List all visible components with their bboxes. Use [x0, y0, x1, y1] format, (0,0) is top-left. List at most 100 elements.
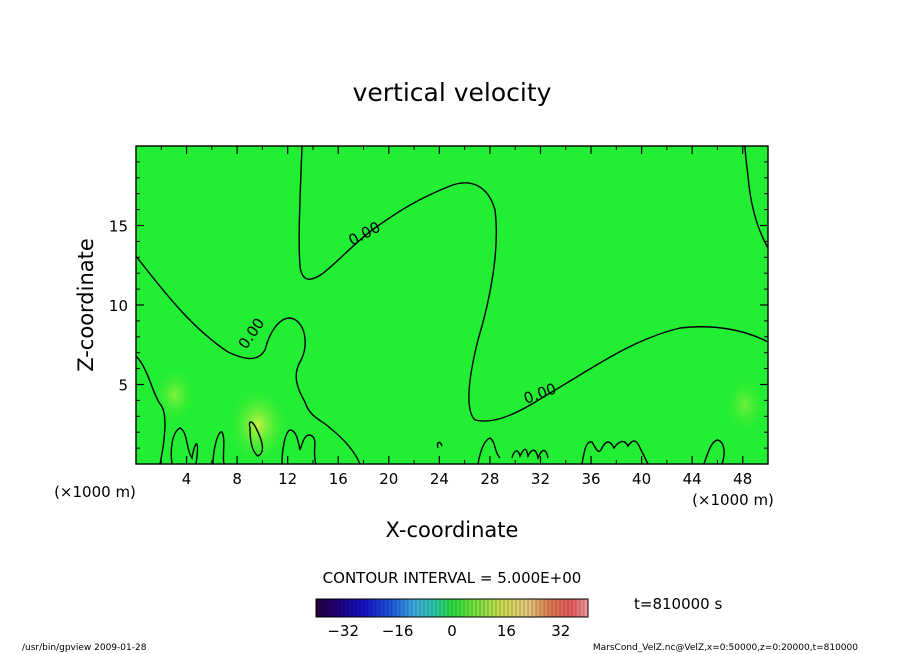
- x-tick-label: 32: [531, 470, 550, 488]
- colorbar-bin: [436, 599, 441, 617]
- colorbar-bin: [508, 599, 513, 617]
- footer-left: /usr/bin/gpview 2009-01-28: [22, 643, 147, 653]
- colorbar-bin: [388, 599, 393, 617]
- colorbar-bin: [492, 599, 497, 617]
- colorbar-tick-label: −32: [327, 622, 359, 640]
- x-tick-label: 16: [329, 470, 348, 488]
- colorbar-bin: [528, 599, 533, 617]
- colorbar-tick-label: 16: [497, 622, 516, 640]
- colorbar-bin: [536, 599, 541, 617]
- colorbar-bin: [336, 599, 341, 617]
- contour-line: [511, 448, 549, 461]
- colorbar-bin: [468, 599, 473, 617]
- colorbar-bin: [516, 599, 521, 617]
- colorbar-bin: [484, 599, 489, 617]
- contour-line: [298, 146, 768, 422]
- colorbar-bin: [368, 599, 373, 617]
- colorbar-bin: [404, 599, 409, 617]
- colorbar-bin: [372, 599, 377, 617]
- contour-line: [477, 437, 501, 464]
- y-tick-label: 15: [109, 218, 128, 236]
- colorbar-bin: [480, 599, 485, 617]
- colorbar-bin: [524, 599, 529, 617]
- colorbar-bin: [452, 599, 457, 617]
- x-unit-right: (×1000 m): [692, 491, 774, 509]
- contour-line: [581, 440, 649, 464]
- colorbar-ticks: −32 −16 0 16 32: [327, 622, 570, 640]
- colorbar-frame: [315, 598, 589, 618]
- colorbar-bin: [332, 599, 337, 617]
- colorbar-tick-label: −16: [382, 622, 414, 640]
- colorbar-bin: [496, 599, 501, 617]
- colorbar-bin: [456, 599, 461, 617]
- colorbar: [315, 599, 589, 617]
- colorbar-bin: [448, 599, 453, 617]
- colorbar-bin: [384, 599, 389, 617]
- x-unit-left: (×1000 m): [54, 483, 136, 501]
- y-axis-label: Z-coordinate: [74, 238, 98, 372]
- colorbar-bin: [320, 599, 325, 617]
- colorbar-bin: [344, 599, 349, 617]
- colorbar-bin: [540, 599, 545, 617]
- colorbar-bin: [408, 599, 413, 617]
- colorbar-bin: [348, 599, 353, 617]
- contour-line: [170, 427, 199, 464]
- colorbar-tick-label: 32: [551, 622, 570, 640]
- contour-line: [136, 255, 361, 464]
- colorbar-bin: [324, 599, 329, 617]
- colorbar-bin: [532, 599, 537, 617]
- colorbar-bin: [364, 599, 369, 617]
- colorbar-bin: [416, 599, 421, 617]
- colorbar-bin: [356, 599, 361, 617]
- x-tick-label: 28: [480, 470, 499, 488]
- colorbar-bin: [520, 599, 525, 617]
- contour-interval: CONTOUR INTERVAL = 5.000E+00: [323, 569, 582, 587]
- colorbar-tick-label: 0: [447, 622, 457, 640]
- y-tick-label: 5: [118, 377, 128, 395]
- x-tick-label: 12: [278, 470, 297, 488]
- colorbar-bin: [316, 599, 321, 617]
- colorbar-bin: [548, 599, 553, 617]
- warm-spot-small: [153, 365, 197, 425]
- contour-line: [744, 146, 768, 249]
- x-tick-label: 8: [232, 470, 242, 488]
- colorbar-bin: [360, 599, 365, 617]
- contour-line: [212, 431, 225, 464]
- x-tick-label: 20: [379, 470, 398, 488]
- contour-line: [248, 421, 264, 457]
- footer-right: MarsCond_VelZ.nc@VelZ,x=0:50000,z=0:2000…: [593, 643, 858, 653]
- colorbar-bin: [460, 599, 465, 617]
- contour-line: [703, 439, 725, 464]
- colorbar-bin: [340, 599, 345, 617]
- colorbar-bin: [488, 599, 493, 617]
- y-ticks: 5 10 15: [109, 161, 768, 449]
- x-tick-label: 40: [632, 470, 651, 488]
- colorbar-bin: [420, 599, 425, 617]
- colorbar-bin: [464, 599, 469, 617]
- colorbar-bin: [412, 599, 417, 617]
- x-tick-label: 48: [733, 470, 752, 488]
- colorbar-bin: [576, 599, 581, 617]
- colorbar-bin: [328, 599, 333, 617]
- colorbar-bin: [380, 599, 385, 617]
- x-axis-label: X-coordinate: [386, 518, 519, 542]
- colorbar-bin: [572, 599, 577, 617]
- time-label: t=810000 s: [634, 595, 722, 613]
- warm-spot: [226, 385, 290, 464]
- colorbar-bin: [428, 599, 433, 617]
- colorbar-bin: [560, 599, 565, 617]
- x-tick-label: 4: [182, 470, 192, 488]
- colorbar-bin: [396, 599, 401, 617]
- colorbar-bin: [500, 599, 505, 617]
- colorbar-bin: [424, 599, 429, 617]
- chart-title: vertical velocity: [353, 78, 552, 107]
- warm-spot-right: [723, 375, 767, 435]
- x-tick-label: 36: [581, 470, 600, 488]
- colorbar-bin: [472, 599, 477, 617]
- colorbar-bin: [544, 599, 549, 617]
- colorbar-bin: [444, 599, 449, 617]
- colorbar-bin: [580, 599, 585, 617]
- zero-contours: [136, 146, 768, 464]
- colorbar-bin: [376, 599, 381, 617]
- colorbar-bin: [400, 599, 405, 617]
